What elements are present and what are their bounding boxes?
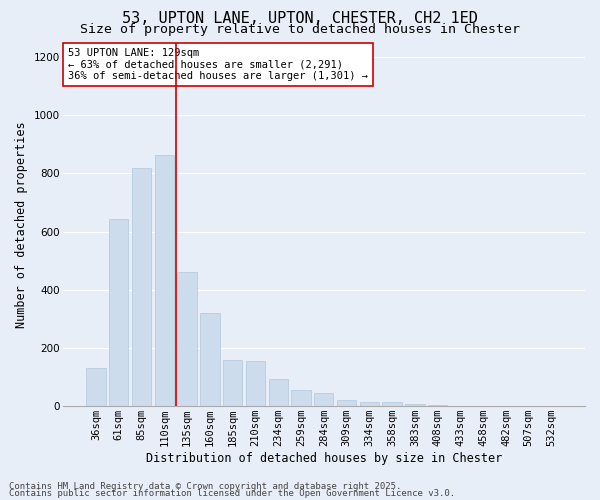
Bar: [314, 393, 334, 406]
Bar: [382, 402, 402, 406]
Bar: [405, 404, 425, 406]
Bar: [178, 272, 197, 406]
Bar: [269, 378, 288, 406]
Bar: [359, 402, 379, 406]
Bar: [337, 400, 356, 406]
Text: Contains public sector information licensed under the Open Government Licence v3: Contains public sector information licen…: [9, 490, 455, 498]
Text: 53 UPTON LANE: 129sqm
← 63% of detached houses are smaller (2,291)
36% of semi-d: 53 UPTON LANE: 129sqm ← 63% of detached …: [68, 48, 368, 81]
X-axis label: Distribution of detached houses by size in Chester: Distribution of detached houses by size …: [146, 452, 502, 465]
Text: Contains HM Land Registry data © Crown copyright and database right 2025.: Contains HM Land Registry data © Crown c…: [9, 482, 401, 491]
Text: 53, UPTON LANE, UPTON, CHESTER, CH2 1ED: 53, UPTON LANE, UPTON, CHESTER, CH2 1ED: [122, 11, 478, 26]
Bar: [109, 218, 128, 406]
Y-axis label: Number of detached properties: Number of detached properties: [15, 121, 28, 328]
Bar: [292, 390, 311, 406]
Bar: [132, 168, 151, 406]
Bar: [155, 154, 174, 406]
Bar: [86, 368, 106, 406]
Text: Size of property relative to detached houses in Chester: Size of property relative to detached ho…: [80, 22, 520, 36]
Bar: [246, 361, 265, 406]
Bar: [200, 313, 220, 406]
Bar: [223, 360, 242, 406]
